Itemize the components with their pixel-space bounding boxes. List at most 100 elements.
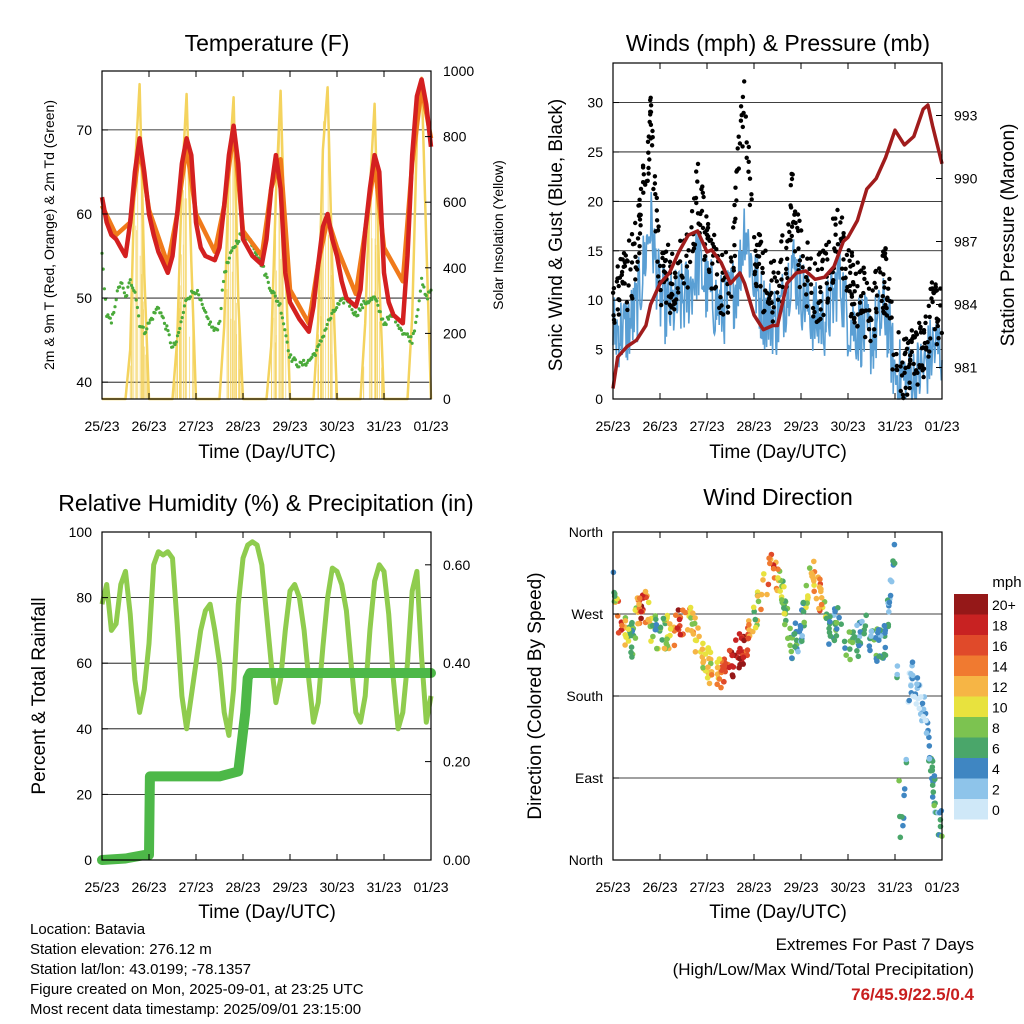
direction-point [700,640,706,647]
dewpoint-point [350,308,354,312]
gust-point [863,308,869,313]
gust-point [918,330,924,335]
direction-point [760,577,766,583]
direction-point [801,619,807,626]
gust-point [714,247,719,252]
colorbar-label: 4 [992,761,1000,777]
direction-point [765,581,772,588]
gust-point [855,260,860,265]
gust-point [723,250,729,255]
direction-point [816,605,822,612]
dewpoint-point [356,313,360,317]
gust-point [816,252,821,257]
gust-point [838,220,843,225]
wind-series [612,191,943,400]
gust-point [883,302,888,308]
direction-point [938,808,945,814]
y-tick-label-right: 0 [443,391,451,407]
dewpoint-point [164,327,168,331]
dewpoint-point [120,281,124,285]
direction-point [792,620,799,626]
gust-point [809,290,814,295]
direction-point [653,626,659,633]
gust-point [882,254,887,259]
dewpoint-point [227,256,231,260]
direction-point [800,599,807,606]
dewpoint-point [234,239,238,243]
gust-point [882,311,887,316]
gust-point [752,269,758,274]
gust-point [626,238,632,243]
x-tick-label: 26/23 [131,418,166,434]
direction-point [923,730,930,736]
dewpoint-point [304,363,308,367]
direction-point [664,636,670,642]
gust-point [889,299,894,304]
gust-point [720,252,725,258]
dewpoint-point [145,327,149,331]
dewpoint-point [254,253,259,257]
direction-point [650,633,656,640]
gust-point [843,275,848,280]
colorbar-label: 20+ [992,597,1016,613]
gust-point [792,212,797,217]
dewpoint-point [201,306,205,310]
dewpoint-point [420,276,424,280]
direction-point [827,618,833,625]
direction-point [789,655,795,661]
gust-point [646,150,651,155]
gust-point [861,265,866,270]
gust-point [729,259,734,264]
gust-point [775,290,780,295]
gust-point [771,258,777,264]
dewpoint-point [289,353,293,357]
gust-point [805,278,810,283]
gust-point [744,155,749,160]
gust-point [744,140,749,145]
gust-point [882,285,887,290]
direction-point [761,571,767,577]
gust-point [763,248,768,253]
gust-point [740,124,745,130]
gust-point [654,195,659,201]
gust-point [771,305,776,310]
direction-point [899,814,905,820]
gust-point [839,215,845,220]
gust-point [651,186,656,192]
direction-point [792,643,798,650]
y-tick-label-left: 25 [587,144,603,160]
gust-point [812,261,818,266]
gust-point [881,272,886,277]
colorbar-title: mph [992,574,1021,591]
gust-point [790,172,795,177]
direction-point [811,578,817,584]
temp-2m-series [99,77,434,334]
gust-point [635,236,641,241]
direction-point [811,582,817,588]
direction-point [791,631,798,637]
colorbar-label: 8 [992,720,1000,736]
direction-point [704,646,711,652]
dewpoint-point [386,317,391,321]
direction-point [677,631,684,638]
gust-point [775,297,781,302]
gust-point [830,216,836,221]
dewpoint-point [151,317,155,321]
gust-point [729,294,734,299]
direction-point [832,608,838,615]
gust-point [618,256,623,262]
gust-point [747,176,753,181]
dewpoint-point [173,342,177,347]
dewpoint-point [153,311,157,315]
gust-point [804,304,809,309]
gust-point [646,165,651,171]
direction-point [764,591,770,598]
gust-point [769,300,774,305]
y-tick-label-right: 981 [954,360,978,376]
gust-point [919,346,925,351]
gust-point [869,317,874,323]
direction-point [721,663,728,670]
direction-point [854,648,860,654]
direction-point [648,638,654,644]
direction-point [887,592,894,599]
